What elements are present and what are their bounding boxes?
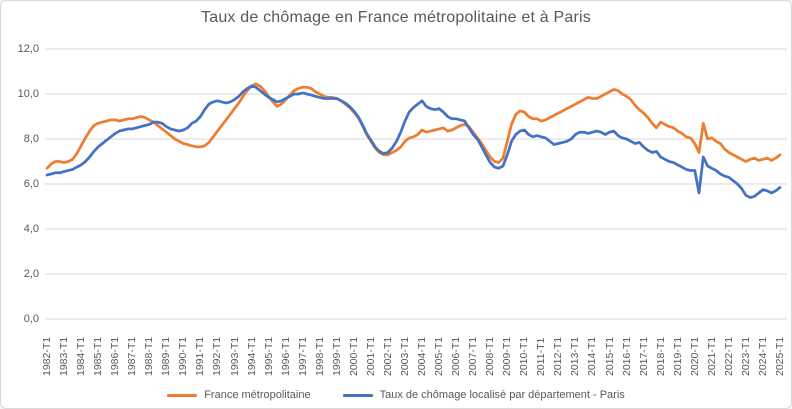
legend-label-paris: Taux de chômage localisé par département… xyxy=(379,389,625,401)
x-tick-label: 1994-T1 xyxy=(245,336,258,376)
x-tick-label: 2016-T1 xyxy=(620,336,633,376)
legend-item-paris[interactable]: Taux de chômage localisé par département… xyxy=(342,389,625,401)
x-tick-label: 2020-T1 xyxy=(688,336,701,376)
x-tick-label: 2000-T1 xyxy=(347,336,360,376)
x-tick-label: 1997-T1 xyxy=(296,336,309,376)
x-tick-label: 2023-T1 xyxy=(739,336,752,376)
y-tick-label: 4,0 xyxy=(23,223,39,235)
series-line-paris xyxy=(45,84,782,199)
x-tick-label: 2010-T1 xyxy=(518,336,531,376)
y-tick-label: 10,0 xyxy=(17,88,39,100)
x-tick-label: 2001-T1 xyxy=(364,336,377,376)
x-tick-label: 2019-T1 xyxy=(671,336,684,376)
y-tick-label: 8,0 xyxy=(23,133,39,145)
legend: France métropolitaine Taux de chômage lo… xyxy=(1,389,791,401)
x-tick-label: 2013-T1 xyxy=(569,336,582,376)
x-tick-label: 1993-T1 xyxy=(228,336,241,376)
x-tick-label: 2024-T1 xyxy=(756,336,769,376)
chart-title: Taux de chômage en France métropolitaine… xyxy=(201,9,591,26)
x-tick-label: 2017-T1 xyxy=(637,336,650,376)
y-tick-label: 2,0 xyxy=(23,268,39,280)
legend-label-france: France métropolitaine xyxy=(204,389,311,401)
y-tick-label: 0,0 xyxy=(23,313,39,325)
x-tick-label: 1985-T1 xyxy=(92,336,105,376)
x-tick-label: 1990-T1 xyxy=(177,336,190,376)
x-tick-label: 1983-T1 xyxy=(58,336,71,376)
x-tick-label: 2007-T1 xyxy=(467,336,480,376)
x-tick-label: 1991-T1 xyxy=(194,336,207,376)
x-tick-label: 2009-T1 xyxy=(501,336,514,376)
x-tick-label: 2011-T1 xyxy=(535,337,548,376)
x-tick-label: 2008-T1 xyxy=(484,336,497,376)
x-tick-label: 2012-T1 xyxy=(552,336,565,376)
x-tick-label: 2014-T1 xyxy=(586,336,599,376)
y-tick-label: 12,0 xyxy=(17,43,39,55)
x-tick-label: 1996-T1 xyxy=(279,336,292,376)
x-tick-label: 1995-T1 xyxy=(262,336,275,376)
france-line-swatch xyxy=(167,393,198,397)
x-tick-label: 2021-T1 xyxy=(705,336,718,376)
x-tick-label: 2003-T1 xyxy=(398,336,411,376)
paris-line-swatch xyxy=(342,393,373,397)
x-tick-label: 1992-T1 xyxy=(211,336,224,376)
x-tick-label: 2006-T1 xyxy=(450,336,463,376)
x-tick-label: 1988-T1 xyxy=(143,336,156,376)
x-tick-label: 2004-T1 xyxy=(416,336,429,376)
x-tick-label: 1998-T1 xyxy=(313,336,326,376)
legend-item-france[interactable]: France métropolitaine xyxy=(167,389,311,401)
x-tick-label: 2015-T1 xyxy=(603,336,616,376)
x-tick-label: 2005-T1 xyxy=(433,336,446,376)
x-tick-label: 1999-T1 xyxy=(330,336,343,376)
x-tick-label: 2025-T1 xyxy=(774,336,786,376)
x-tick-label: 2018-T1 xyxy=(654,336,667,376)
x-tick-label: 1982-T1 xyxy=(41,336,53,376)
x-tick-label: 1984-T1 xyxy=(75,336,88,376)
x-tick-label: 2022-T1 xyxy=(722,336,735,376)
x-tick-label: 1987-T1 xyxy=(126,336,139,376)
x-tick-label: 2002-T1 xyxy=(381,336,394,376)
x-tick-label: 1986-T1 xyxy=(109,336,122,376)
x-tick-label: 1989-T1 xyxy=(160,336,173,376)
series-line-france xyxy=(45,82,782,170)
y-tick-label: 6,0 xyxy=(23,178,39,190)
